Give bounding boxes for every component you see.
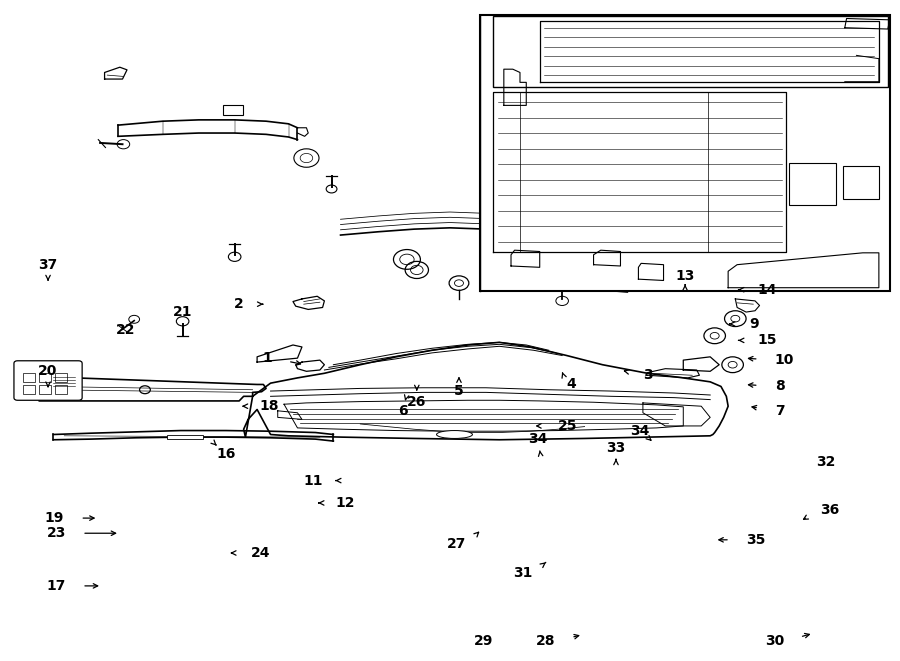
Text: 9: 9 <box>749 317 759 331</box>
FancyBboxPatch shape <box>14 361 82 401</box>
Text: 16: 16 <box>216 447 236 461</box>
Bar <box>493 16 887 87</box>
Text: 10: 10 <box>775 353 794 367</box>
Text: 23: 23 <box>47 526 66 540</box>
Bar <box>167 435 203 439</box>
Text: 27: 27 <box>446 537 466 551</box>
Text: 25: 25 <box>558 419 577 433</box>
Bar <box>39 373 50 383</box>
Text: 11: 11 <box>303 473 322 488</box>
Text: 26: 26 <box>407 395 427 408</box>
Text: 3: 3 <box>643 368 652 382</box>
Text: 22: 22 <box>115 323 135 338</box>
Text: 8: 8 <box>775 379 785 393</box>
Text: 35: 35 <box>746 533 766 547</box>
Text: 17: 17 <box>47 579 66 593</box>
Text: 32: 32 <box>816 455 835 469</box>
Text: 4: 4 <box>567 377 576 391</box>
Bar <box>843 166 879 199</box>
Bar <box>55 385 67 395</box>
Bar <box>22 385 34 395</box>
Text: 29: 29 <box>473 634 493 648</box>
Text: 28: 28 <box>536 634 556 648</box>
Text: 30: 30 <box>765 634 785 648</box>
Ellipse shape <box>436 430 472 438</box>
Text: 34: 34 <box>631 424 650 438</box>
Text: 6: 6 <box>398 404 408 418</box>
Text: 34: 34 <box>528 432 547 446</box>
Text: 19: 19 <box>45 511 64 525</box>
Text: 14: 14 <box>758 283 778 297</box>
Text: 21: 21 <box>173 305 193 319</box>
Text: 37: 37 <box>39 258 58 272</box>
Bar <box>223 104 243 114</box>
Bar <box>22 373 34 383</box>
Text: 12: 12 <box>335 496 355 510</box>
Bar <box>55 373 67 383</box>
Text: 7: 7 <box>775 404 785 418</box>
Bar <box>39 385 50 395</box>
Bar <box>480 15 889 291</box>
Bar <box>789 163 836 206</box>
Text: 36: 36 <box>821 502 840 516</box>
Text: 13: 13 <box>675 269 695 283</box>
Text: 24: 24 <box>251 546 270 560</box>
Text: 31: 31 <box>513 566 533 580</box>
Text: 1: 1 <box>263 351 273 365</box>
Text: 18: 18 <box>260 399 279 413</box>
Circle shape <box>730 249 741 256</box>
Text: 2: 2 <box>234 297 244 311</box>
Text: 33: 33 <box>607 441 625 455</box>
Text: 15: 15 <box>758 333 778 348</box>
Text: 5: 5 <box>454 384 464 398</box>
Text: 20: 20 <box>39 364 58 378</box>
